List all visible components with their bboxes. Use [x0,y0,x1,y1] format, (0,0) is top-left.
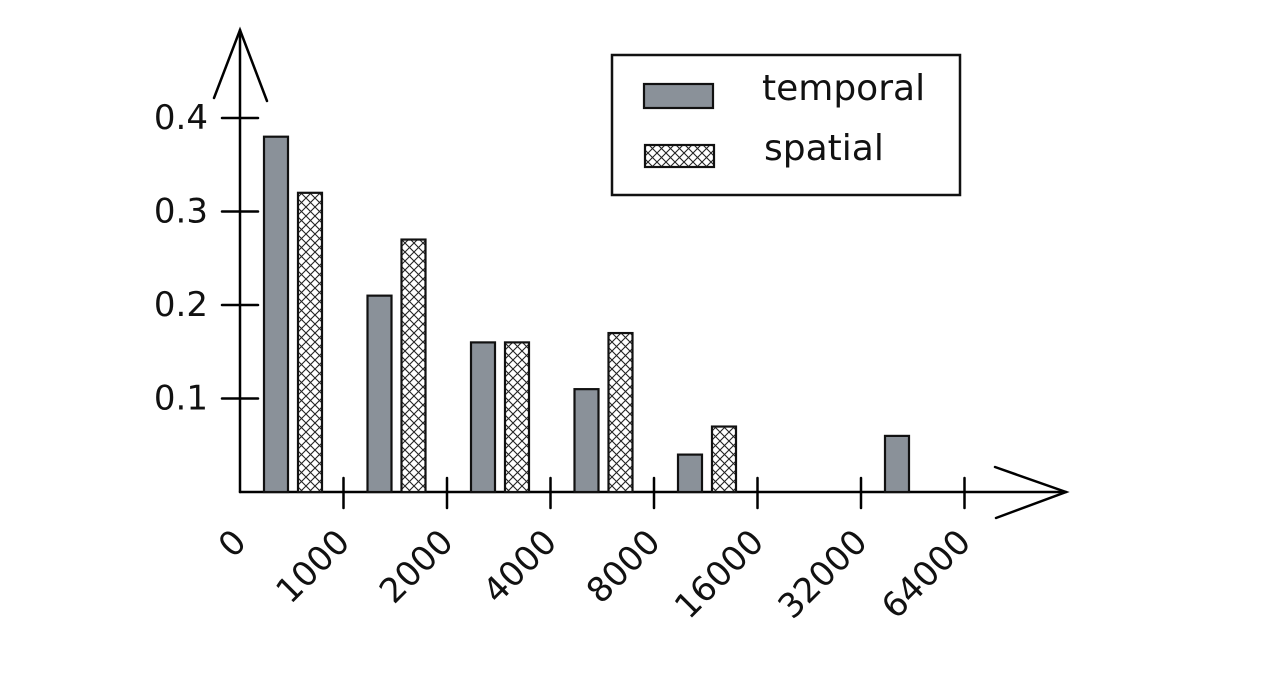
x-tick-label: 8000 [579,522,668,611]
bar-spatial-0-1000 [296,191,324,494]
x-tick-label: 4000 [475,522,564,611]
legend-box [610,53,962,197]
y-tick-label: 0.3 [154,192,208,232]
bars [262,135,911,494]
bar-temporal-8000-16000 [676,453,704,494]
x-tick-label: 16000 [667,522,772,627]
y-tick-label: 0.1 [154,379,208,419]
x-tick-label: 1000 [268,522,357,611]
bar-temporal-32000-64000 [883,434,911,494]
legend: temporal spatial [610,53,962,197]
bar-temporal-4000-8000 [573,388,600,494]
bar-temporal-1000-2000 [366,294,393,494]
bar-temporal-0-1000 [262,135,290,494]
x-tick-label: 2000 [372,522,461,611]
y-ticks: 0.1 0.2 0.3 0.4 [154,98,260,419]
bar-spatial-1000-2000 [400,238,427,494]
legend-label-spatial: spatial [764,128,884,169]
x-axis-arrowhead [993,465,1070,520]
x-tick-label: 64000 [874,522,979,627]
legend-label-temporal: temporal [762,68,925,109]
y-tick-label: 0.4 [154,98,208,138]
x-tick-label: 32000 [771,522,876,627]
bar-spatial-2000-4000 [503,341,531,494]
x-tick-label: 0 [211,522,255,566]
bar-temporal-2000-4000 [469,341,497,494]
y-axis-arrowhead [212,26,269,103]
bar-spatial-8000-16000 [710,425,738,494]
legend-swatch-temporal [642,82,715,110]
y-axis [212,26,269,494]
y-tick-label: 0.2 [154,285,208,325]
legend-swatch-spatial [643,143,716,169]
bar-spatial-4000-8000 [607,331,634,494]
